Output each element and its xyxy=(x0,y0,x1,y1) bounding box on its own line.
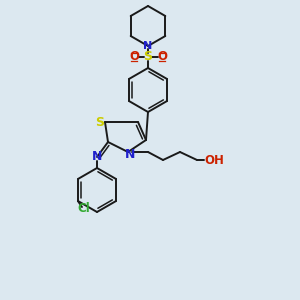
Text: S: S xyxy=(143,50,152,64)
Text: S: S xyxy=(95,116,104,128)
Text: N: N xyxy=(92,151,102,164)
Text: Cl: Cl xyxy=(78,202,90,215)
Text: N: N xyxy=(143,41,153,51)
Text: O: O xyxy=(129,50,139,64)
Text: O: O xyxy=(157,50,167,64)
Text: OH: OH xyxy=(204,154,224,166)
Text: N: N xyxy=(125,148,135,160)
